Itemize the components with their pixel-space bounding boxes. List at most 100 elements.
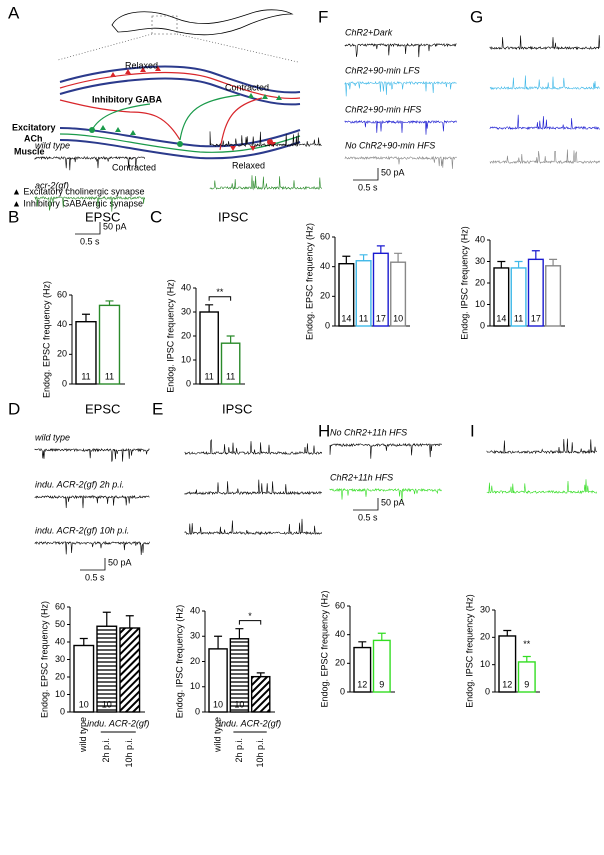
trace <box>34 447 150 462</box>
y-tick-label: 60 <box>55 601 65 611</box>
diagram-label: ACh <box>24 133 43 143</box>
y-tick-label: 20 <box>57 349 67 359</box>
trace-label: indu. ACR-2(gf) 10h p.i. <box>35 525 129 535</box>
trace <box>489 35 601 51</box>
error-bar <box>214 635 223 649</box>
y-tick-label: 40 <box>475 234 485 244</box>
y-tick-label: 0 <box>62 378 67 388</box>
y-tick-label: 0 <box>485 686 490 696</box>
trace <box>486 438 598 455</box>
y-tick-label: 40 <box>57 319 67 329</box>
diagram-label: ▲ Excitatory cholinergic synapse <box>12 186 144 196</box>
trace-label: ChR2+Dark <box>345 27 393 37</box>
group-label: indu. ACR-2(gf) <box>219 718 281 728</box>
group-label: indu. ACR-2(gf) <box>87 718 149 728</box>
n-label: 12 <box>502 679 512 689</box>
y-tick-label: 0 <box>60 706 65 716</box>
error-bar <box>235 628 244 639</box>
y-tick-label: 40 <box>55 636 65 646</box>
trace <box>329 487 442 503</box>
panel-title: IPSC <box>222 401 252 416</box>
y-tick-label: 40 <box>320 261 330 271</box>
error-bar <box>342 255 351 264</box>
panel-label: D <box>8 399 20 418</box>
error-bar <box>358 641 367 648</box>
trace-label: ChR2+11h HFS <box>330 472 393 482</box>
trace <box>34 156 146 171</box>
x-tick-label: wild type <box>78 717 88 753</box>
scale-bar <box>75 222 101 235</box>
sig-bracket <box>208 296 232 301</box>
bar <box>250 675 271 713</box>
trace <box>209 131 322 148</box>
panel-title: IPSC <box>218 209 248 224</box>
y-axis-label: Endog. EPSC frequency (Hz) <box>41 281 51 398</box>
error-bar <box>205 304 214 312</box>
error-bar <box>503 629 512 636</box>
y-tick-label: 10 <box>181 354 191 364</box>
error-bar <box>79 637 88 646</box>
scale-x-label: 0.5 s <box>80 236 100 246</box>
n-label: 11 <box>81 371 90 381</box>
y-tick-label: 0 <box>195 706 200 716</box>
y-tick-label: 40 <box>181 282 191 292</box>
trace-label: indu. ACR-2(gf) 2h p.i. <box>35 479 124 489</box>
y-tick-label: 10 <box>480 659 490 669</box>
scale-x-label: 0.5 s <box>85 572 105 582</box>
y-axis-label: Endog. EPSC frequency (Hz) <box>319 590 329 707</box>
error-bar <box>376 245 385 254</box>
diagram-label: Contracted <box>112 162 156 172</box>
trace <box>184 518 323 536</box>
error-bar <box>125 615 134 628</box>
y-tick-label: 40 <box>335 629 345 639</box>
trace <box>344 42 457 58</box>
diagram: A <box>8 3 301 160</box>
scale-bar <box>353 498 379 511</box>
diagram-label: Inhibitory GABA <box>92 94 162 104</box>
scale-y-label: 50 pA <box>381 497 405 507</box>
y-tick-label: 20 <box>55 671 65 681</box>
panel-label: I <box>470 421 475 440</box>
y-axis-label: Endog. IPSC frequency (Hz) <box>459 226 469 340</box>
trace-label: ChR2+90-min LFS <box>345 65 420 75</box>
scale-x-label: 0.5 s <box>358 182 378 192</box>
scale-y-label: 50 pA <box>108 557 132 567</box>
panel-label: G <box>470 7 483 26</box>
x-tick-label: 10h p.i. <box>255 738 265 768</box>
diagram-label: Excitatory <box>12 122 56 132</box>
trace <box>184 439 323 456</box>
diagram-label: Relaxed <box>232 160 265 170</box>
error-bar <box>256 672 265 677</box>
n-label: 12 <box>357 679 367 689</box>
n-label: 10 <box>102 699 112 709</box>
y-tick-label: 60 <box>57 289 67 299</box>
n-label: 14 <box>496 313 506 323</box>
trace <box>344 119 457 135</box>
panel-label: A <box>8 3 20 22</box>
trace <box>34 540 150 556</box>
n-label: 11 <box>105 371 114 381</box>
trace <box>184 479 322 496</box>
x-tick-label: 2h p.i. <box>101 738 111 763</box>
y-tick-label: 10 <box>475 299 485 309</box>
scale-y-label: 50 pA <box>381 167 405 177</box>
y-axis-label: Endog. IPSC frequency (Hz) <box>165 279 175 393</box>
scale-bar <box>80 558 106 571</box>
n-label: 11 <box>359 313 368 323</box>
y-tick-label: 0 <box>186 378 191 388</box>
y-tick-label: 20 <box>480 632 490 642</box>
error-bar <box>377 632 386 641</box>
sig-label: ** <box>216 287 224 297</box>
panel-label: H <box>318 421 330 440</box>
x-tick-label: 10h p.i. <box>124 738 134 768</box>
trace <box>34 494 150 509</box>
error-bar <box>497 260 506 268</box>
n-label: 11 <box>514 313 523 323</box>
y-tick-label: 30 <box>190 631 200 641</box>
y-tick-label: 20 <box>475 277 485 287</box>
y-tick-label: 30 <box>181 306 191 316</box>
diagram-label: Relaxed <box>125 60 158 70</box>
n-label: 11 <box>226 371 235 381</box>
trace-label: wild type <box>35 432 70 442</box>
trace <box>34 196 146 212</box>
